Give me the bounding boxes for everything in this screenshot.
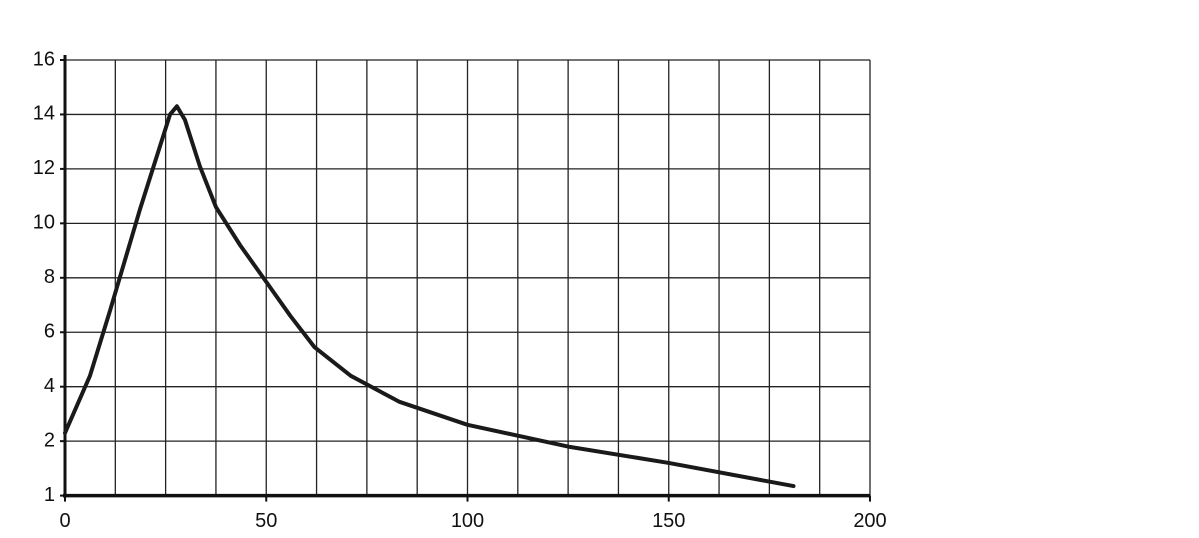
y-tick-label: 6: [44, 321, 55, 343]
y-tick-label: 4: [44, 375, 55, 397]
data-line: [63, 104, 796, 489]
x-tick-label: 0: [59, 510, 70, 532]
y-tick-label: 12: [33, 157, 55, 179]
x-tick-label: 150: [652, 510, 685, 532]
x-tick-label: 200: [853, 510, 886, 532]
x-tick-label: 50: [255, 510, 277, 532]
y-tick-label: 10: [33, 212, 55, 234]
y-tick-label: 8: [44, 266, 55, 288]
y-tick-label: 1: [44, 484, 55, 506]
y-tick-label: 14: [33, 103, 55, 125]
x-tick-label: 100: [451, 510, 484, 532]
y-tick-label: 16: [33, 48, 55, 70]
y-tick-label: 2: [44, 429, 55, 451]
